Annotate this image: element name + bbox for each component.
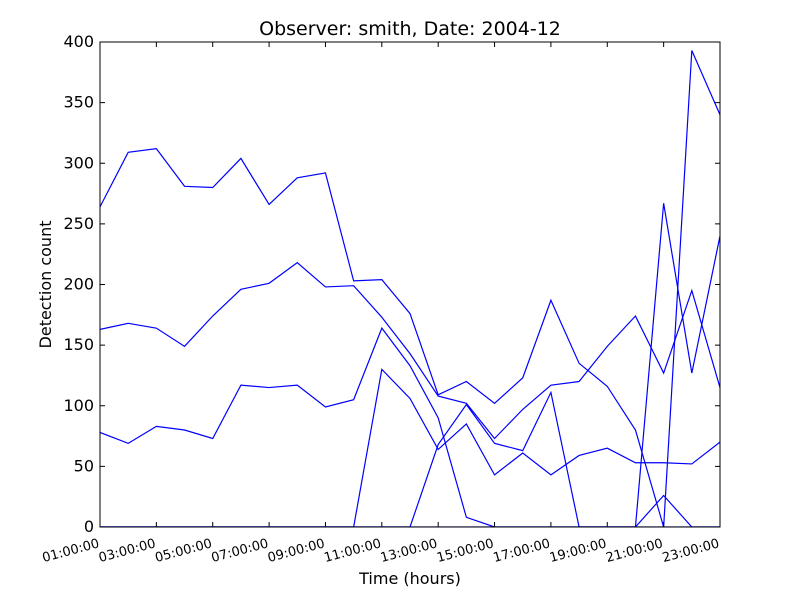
series-lines [100,50,720,527]
series-line-4 [100,368,720,527]
y-tick-label: 200 [63,275,94,294]
y-tick-label: 150 [63,335,94,354]
chart-title: Observer: smith, Date: 2004-12 [259,18,561,40]
series-line-3 [100,326,720,527]
x-axis-label: Time (hours) [358,569,461,588]
y-tick-label: 250 [63,214,94,233]
series-line-1 [100,148,720,527]
y-tick-label: 350 [63,93,94,112]
y-tick-label: 400 [63,32,94,51]
y-axis-label: Detection count [36,221,55,349]
plot-frame [99,41,721,528]
series-line-2 [100,261,720,440]
y-tick-label: 50 [74,456,94,475]
y-tick-label: 300 [63,153,94,172]
y-tick-label: 0 [84,517,94,536]
y-tick-label: 100 [63,396,94,415]
